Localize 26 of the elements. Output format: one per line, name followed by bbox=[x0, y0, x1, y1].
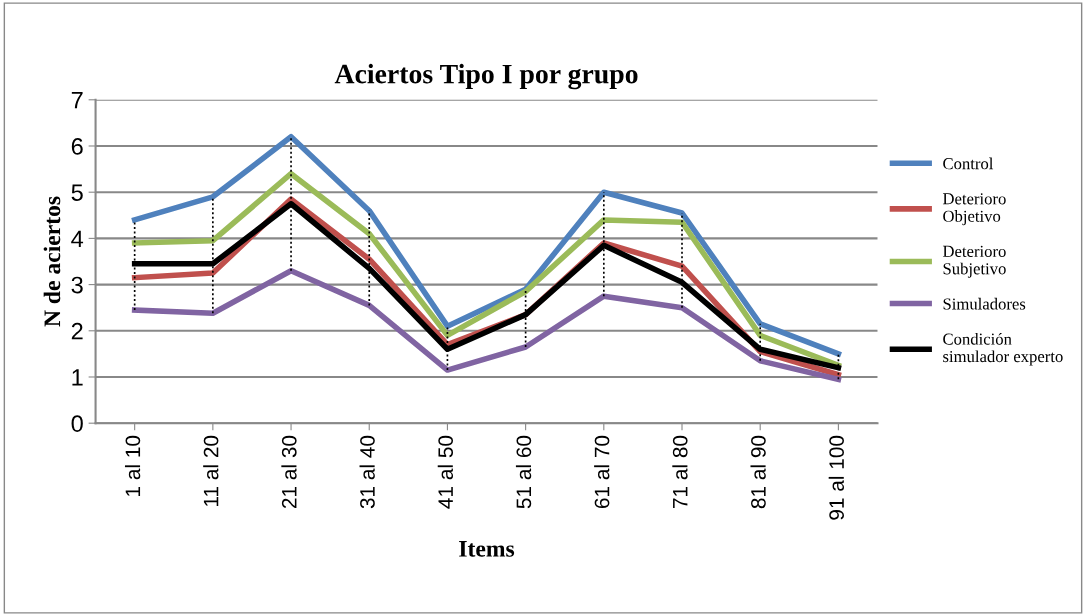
x-tick-label: 51 al 60 bbox=[515, 435, 532, 509]
legend-label: Control bbox=[943, 157, 994, 170]
y-tick-label: 4 bbox=[71, 230, 84, 247]
chart-title: Aciertos Tipo I por grupo bbox=[334, 63, 638, 90]
y-tick-label: 1 bbox=[72, 369, 83, 386]
x-tick-label: 1 al 10 bbox=[124, 435, 141, 496]
legend-label: Condición simulador experto bbox=[943, 332, 1063, 366]
legend-label: Deterioro Subjetivo bbox=[942, 245, 1006, 278]
y-tick-label: 7 bbox=[71, 92, 83, 109]
x-tick-label: 71 al 80 bbox=[672, 435, 688, 509]
y-tick-label: 2 bbox=[71, 322, 83, 340]
x-tick-label: 61 al 70 bbox=[594, 435, 610, 509]
legend-label: Deterioro Objetivo bbox=[942, 193, 1006, 226]
y-tick-label: 6 bbox=[71, 138, 83, 155]
x-tick-label: 11 al 20 bbox=[203, 435, 219, 506]
y-tick-label: 5 bbox=[71, 184, 83, 201]
y-tick-label: 0 bbox=[71, 415, 83, 432]
x-tick-label: 41 al 50 bbox=[437, 435, 454, 509]
x-axis-title: Items bbox=[459, 541, 515, 557]
x-tick-label: 31 al 40 bbox=[359, 435, 375, 509]
x-tick-label: 81 al 90 bbox=[750, 435, 766, 509]
x-tick-label: 21 al 30 bbox=[281, 435, 297, 509]
x-tick-label: 91 al 100 bbox=[828, 435, 844, 520]
legend-label: Simuladores bbox=[943, 297, 1026, 310]
y-axis-title: N de aciertos bbox=[43, 196, 61, 327]
y-tick-label: 3 bbox=[71, 276, 83, 294]
